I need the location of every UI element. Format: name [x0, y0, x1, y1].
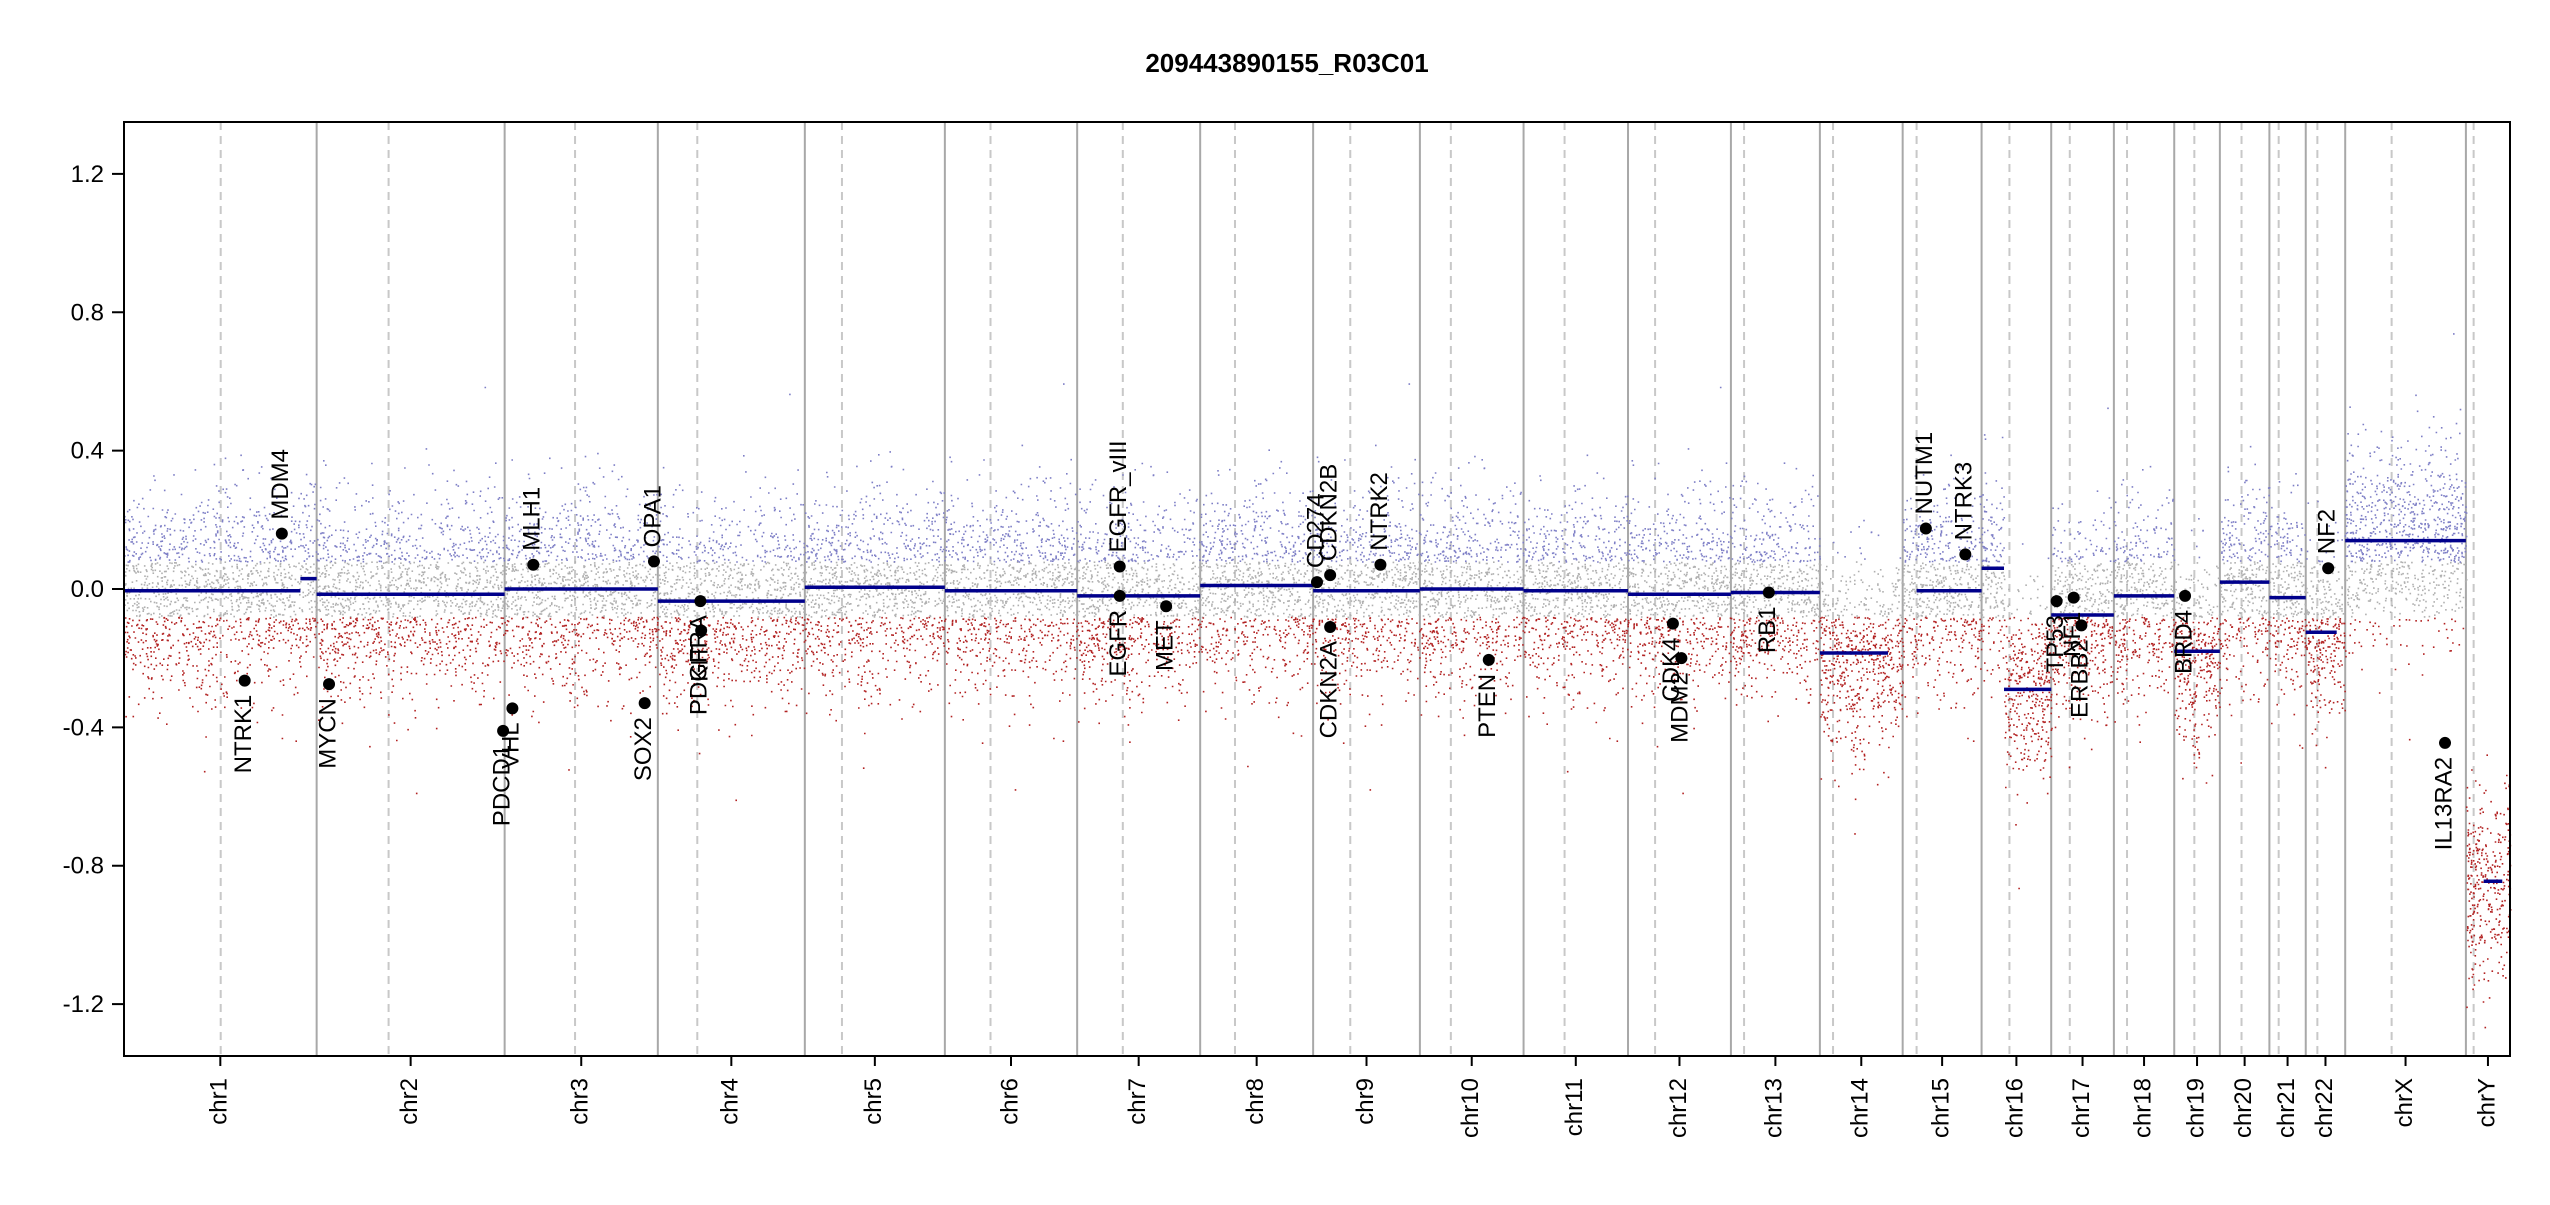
gene-label-rb1: RB1 [1754, 606, 1781, 653]
y-tick-label: -1.2 [63, 991, 104, 1018]
gene-point-egfr [1113, 589, 1126, 602]
x-tick-label-chr16: chr16 [2002, 1078, 2029, 1138]
x-tick-label-chr11: chr11 [1561, 1078, 1588, 1136]
gene-label-sox2: SOX2 [630, 717, 657, 781]
x-tick-label-chr19: chr19 [2182, 1078, 2209, 1138]
gene-point-opa1 [647, 555, 660, 568]
gene-label-opa1: OPA1 [639, 485, 666, 547]
gene-point-cdkn2a [1324, 621, 1337, 634]
gene-label-mlh1: MLH1 [519, 487, 546, 551]
gene-point-pdgfra [694, 595, 707, 608]
neutral-probe-points [124, 561, 2468, 619]
gene-label-erbb2: ERBB2 [2067, 639, 2094, 718]
gene-label-ntrk2: NTRK2 [1366, 472, 1393, 551]
gene-label-ntrk3: NTRK3 [1951, 462, 1978, 541]
gene-label-cdk4: CDK4 [1658, 638, 1685, 702]
gene-point-pdcd1 [497, 724, 510, 737]
gene-label-egfr_viii: EGFR_vIII [1105, 440, 1132, 552]
x-tick-label-chr7: chr7 [1124, 1078, 1151, 1125]
gain-probe-points [124, 333, 2468, 563]
x-tick-label-chr20: chr20 [2230, 1078, 2257, 1138]
x-tick-label-chr14: chr14 [1847, 1078, 1874, 1138]
gene-point-ntrk1 [238, 674, 251, 687]
gene-point-brd4 [2179, 589, 2192, 602]
x-tick-label-chr13: chr13 [1761, 1078, 1788, 1138]
gene-point-egfr_viii [1113, 560, 1126, 573]
gene-label-mycn: MYCN [314, 698, 341, 769]
x-tick-label-chr22: chr22 [2311, 1078, 2338, 1138]
gene-point-sox2 [638, 697, 651, 710]
gene-label-met: MET [1151, 620, 1178, 671]
gene-point-tp53 [2050, 595, 2063, 608]
gene-label-mdm2: MDM2 [1667, 672, 1694, 743]
x-tick-label-chr9: chr9 [1352, 1078, 1379, 1125]
gene-point-rb1 [1762, 586, 1775, 599]
y-tick-label: -0.4 [63, 714, 104, 741]
gene-label-pdcd1: PDCD1 [488, 745, 515, 826]
y-axis: -1.2 -0.8 -0.4 0.0 0.4 0.8 1.2 [63, 161, 124, 1018]
y-tick-label: 0.4 [71, 438, 104, 465]
x-tick-label-chr5: chr5 [860, 1078, 887, 1125]
y-tick-label: 0.8 [71, 299, 104, 326]
segments [124, 538, 2503, 884]
x-axis-labels: chr1 chr2 chr3 chr4 chr5 chr6 chr7 chr8 chr9 chr1… [206, 1056, 2500, 1138]
gene-point-nf1 [2067, 591, 2080, 604]
gene-label-nutm1: NUTM1 [1911, 432, 1938, 515]
gene-point-ntrk2 [1374, 558, 1387, 571]
gene-label-ntrk1: NTRK1 [230, 695, 257, 774]
gene-point-mdm2 [1675, 652, 1688, 665]
gene-label-nf1: NF1 [2059, 612, 2086, 657]
gene-markers: NTRK1MDM4MYCNPDCD1VHLMLH1SOX2OPA1PDGFRAK… [230, 432, 2457, 851]
gene-label-vhl: VHL [498, 722, 525, 769]
x-tick-label-chr21: chr21 [2273, 1078, 2300, 1138]
gene-point-erbb2 [2075, 619, 2088, 632]
gene-point-mycn [323, 678, 336, 691]
gene-point-mlh1 [527, 558, 540, 571]
gene-point-nutm1 [1919, 522, 1932, 535]
plot-frame [123, 121, 2511, 1057]
x-tick-label-chr6: chr6 [996, 1078, 1023, 1125]
x-tick-label-chr18: chr18 [2129, 1078, 2156, 1138]
x-tick-label-chr1: chr1 [206, 1078, 233, 1125]
gene-label-brd4: BRD4 [2170, 610, 2197, 674]
gene-label-mdm4: MDM4 [267, 449, 294, 520]
chart-title: 209443890155_R03C01 [1145, 48, 1428, 78]
gene-label-cd274: CD274 [1302, 493, 1329, 568]
gene-label-nf2: NF2 [2314, 509, 2341, 554]
gene-point-cdk4 [1666, 617, 1679, 630]
x-tick-label-chr17: chr17 [2068, 1078, 2095, 1138]
gene-point-ntrk3 [1959, 548, 1972, 561]
gene-point-cd274 [1311, 576, 1323, 589]
y-tick-label: 1.2 [71, 161, 104, 188]
gene-point-il13ra2 [2439, 736, 2452, 749]
gene-point-nf2 [2322, 562, 2335, 575]
y-tick-label: 0.0 [71, 576, 104, 603]
gene-point-cdkn2b [1324, 569, 1337, 582]
x-tick-label-chr10: chr10 [1457, 1078, 1484, 1138]
gene-point-met [1160, 600, 1173, 613]
gene-point-pten [1482, 653, 1495, 666]
gene-label-il13ra2: IL13RA2 [2430, 757, 2457, 850]
x-tick-label-chr15: chr15 [1927, 1078, 1954, 1138]
gene-label-cdkn2b: CDKN2B [1315, 464, 1342, 561]
x-tick-label-chr4: chr4 [717, 1078, 744, 1125]
gene-label-cdkn2a: CDKN2A [1315, 641, 1342, 738]
gene-point-mdm4 [275, 527, 288, 540]
x-tick-label-chr2: chr2 [396, 1078, 423, 1125]
gene-point-vhl [506, 702, 519, 715]
x-tick-label-chr3: chr3 [567, 1078, 594, 1125]
gene-label-egfr: EGFR [1105, 610, 1132, 677]
x-tick-label-chr12: chr12 [1665, 1078, 1692, 1138]
gene-label-pten: PTEN [1474, 674, 1501, 738]
gene-label-kit: KIT [687, 644, 714, 682]
x-tick-label-chrX: chrX [2391, 1078, 2418, 1127]
gene-label-tp53: TP53 [2042, 615, 2069, 672]
gene-point-kit [695, 624, 708, 637]
x-tick-label-chrY: chrY [2473, 1078, 2500, 1127]
x-tick-label-chr8: chr8 [1242, 1078, 1269, 1125]
y-tick-label: -0.8 [63, 853, 104, 880]
